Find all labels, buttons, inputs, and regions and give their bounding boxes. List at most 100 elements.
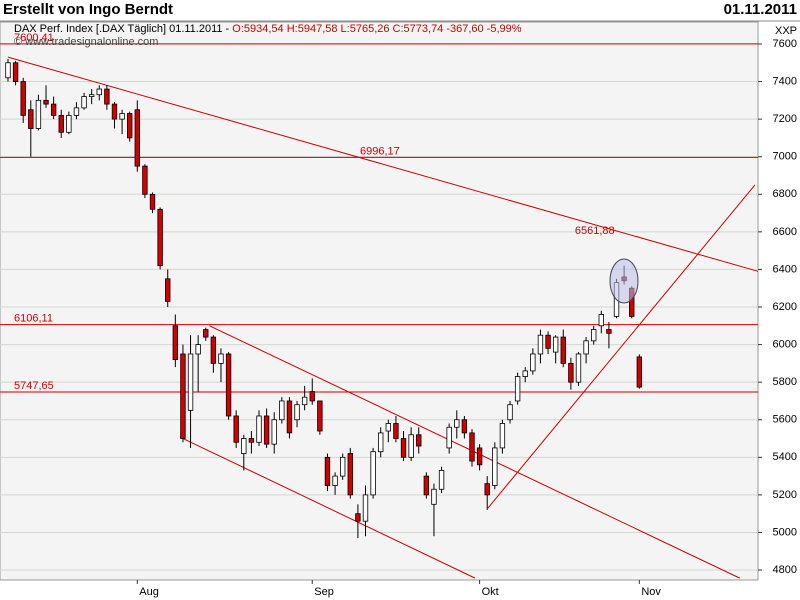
y-unit: XXP xyxy=(775,25,797,37)
y-tick-label: 6400 xyxy=(773,263,797,275)
level-label: 5747,65 xyxy=(14,380,54,392)
y-tick-label: 6600 xyxy=(773,226,797,238)
candle-body xyxy=(408,434,414,458)
candle-body xyxy=(241,438,247,454)
candle-body xyxy=(286,400,293,434)
candle-body xyxy=(5,62,11,79)
candle-body xyxy=(416,434,422,447)
candle-body xyxy=(598,314,604,327)
candle-body xyxy=(294,404,300,421)
candle-body xyxy=(400,438,407,458)
y-tick-label: 5400 xyxy=(773,451,797,463)
candle-body xyxy=(218,353,224,364)
candle-body xyxy=(28,109,34,129)
header-title: Erstellt von Ingo Berndt xyxy=(3,1,173,18)
info-line: DAX Perf. Index [.DAX Täglich] 01.11.201… xyxy=(14,23,522,35)
candle-body xyxy=(203,329,209,338)
candle-body xyxy=(362,494,369,522)
y-tick-label: 6200 xyxy=(773,301,797,313)
candle-body xyxy=(522,370,528,377)
candle-body xyxy=(119,113,125,120)
candle-body xyxy=(530,353,536,372)
candle-body xyxy=(248,438,255,443)
candle-body xyxy=(81,96,87,109)
candle-body xyxy=(58,114,64,133)
candle-body xyxy=(43,99,49,105)
watermark: © www.tradesignalonline.com xyxy=(14,36,158,48)
candle-body xyxy=(324,456,331,486)
candle-body xyxy=(606,329,612,334)
candle-body xyxy=(142,165,148,195)
candle-body xyxy=(20,81,26,116)
candle-body xyxy=(507,404,513,421)
candle-body xyxy=(545,334,551,349)
candle-body xyxy=(591,329,597,342)
candle-body xyxy=(279,400,285,421)
header-date: 01.11.2011 xyxy=(724,1,797,18)
candle-body xyxy=(332,475,338,486)
candle-body xyxy=(484,483,490,496)
candle-body xyxy=(134,109,140,167)
y-tick-label: 7000 xyxy=(773,151,797,163)
candle-body xyxy=(96,88,102,96)
candle-body xyxy=(157,208,163,267)
level-label: 6996,17 xyxy=(360,145,400,157)
candle-body xyxy=(347,453,353,496)
candle-body xyxy=(88,94,95,97)
candle-body xyxy=(256,415,262,443)
y-tick-label: 5200 xyxy=(773,489,797,501)
candle-body xyxy=(187,353,194,411)
candle-body xyxy=(210,336,217,364)
candle-body xyxy=(568,362,574,383)
candle-body xyxy=(111,103,118,120)
candle-body xyxy=(469,432,475,462)
candle-body xyxy=(560,336,566,364)
trendline xyxy=(179,436,476,579)
candle-body xyxy=(499,423,506,449)
candle-body xyxy=(66,114,72,133)
y-tick-label: 5000 xyxy=(773,526,797,538)
candle-body xyxy=(636,356,643,388)
candle-body xyxy=(575,353,582,383)
candle-body xyxy=(104,88,110,105)
candle-body xyxy=(438,470,445,490)
level-label: 7600,41 xyxy=(14,32,54,44)
candle-body xyxy=(225,353,232,417)
candle-body xyxy=(514,376,521,402)
candle-body xyxy=(12,62,19,82)
candle-body xyxy=(378,432,384,453)
y-tick-label: 7400 xyxy=(773,75,797,87)
y-tick-label: 7200 xyxy=(773,113,797,125)
info-values: O:5934,54 H:5947,58 L:5765,26 C:5773,74 … xyxy=(232,23,521,35)
candle-body xyxy=(355,513,361,522)
candle-body xyxy=(446,426,452,449)
candle-body xyxy=(149,193,156,210)
candle-body xyxy=(454,419,460,428)
y-tick-label: 6000 xyxy=(773,338,797,350)
y-tick-label: 7600 xyxy=(773,38,797,50)
x-tick-label: Okt xyxy=(482,586,499,598)
candle-body xyxy=(301,396,308,406)
trendline xyxy=(487,184,756,509)
trendline xyxy=(7,56,759,272)
candle-body xyxy=(476,447,483,466)
candle-body xyxy=(385,423,392,432)
candle-body xyxy=(370,451,376,496)
candle-body xyxy=(461,419,468,434)
y-tick-label: 5600 xyxy=(773,414,797,426)
candle-body xyxy=(127,113,133,139)
level-label: 6106,11 xyxy=(14,313,53,325)
trendline-label: 6561,88 xyxy=(575,225,615,237)
candle-body xyxy=(195,344,201,355)
candle-body xyxy=(35,99,42,129)
candle-body xyxy=(492,447,498,486)
y-tick-label: 5800 xyxy=(773,376,797,388)
candle-body xyxy=(233,415,239,443)
candle-body xyxy=(73,107,80,116)
candle-body xyxy=(165,278,171,302)
candle-body xyxy=(339,456,346,477)
candle-body xyxy=(50,103,57,116)
candle-body xyxy=(537,334,544,355)
x-tick-label: Nov xyxy=(641,586,661,598)
